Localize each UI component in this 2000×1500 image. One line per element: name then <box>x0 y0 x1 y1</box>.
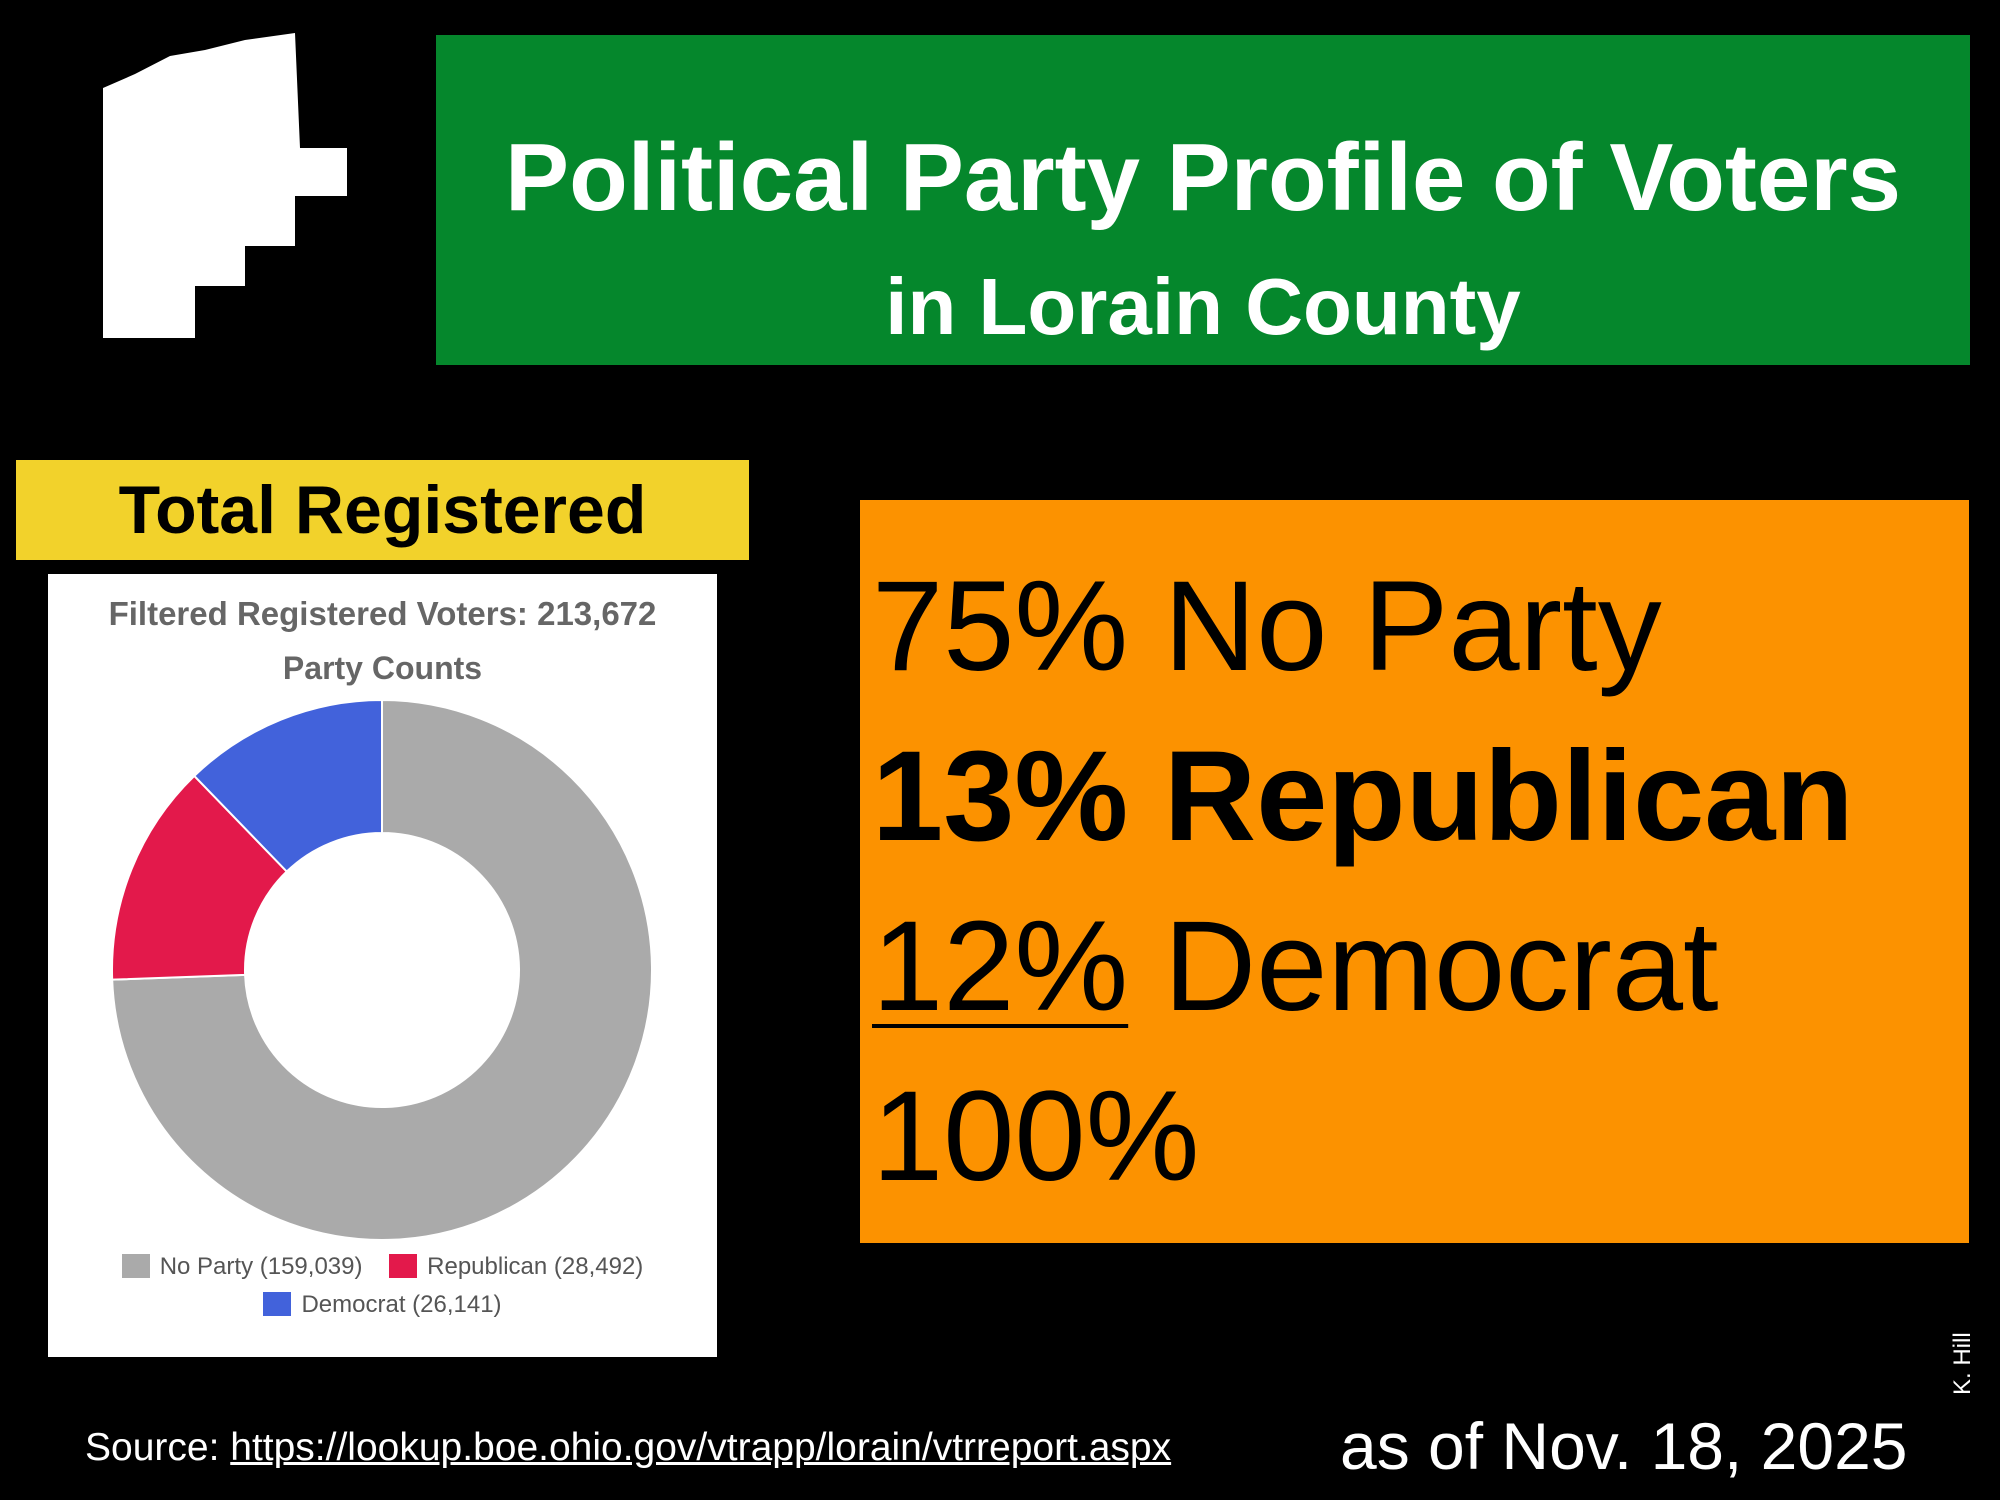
legend-item-republican: Republican (28,492) <box>389 1252 643 1282</box>
chart-legend-row-2: Democrat (26,141) <box>48 1290 717 1320</box>
stat-democrat-pct: 12% <box>872 895 1129 1038</box>
legend-label: Republican (28,492) <box>427 1253 644 1280</box>
legend-item-democrat: Democrat (26,141) <box>263 1290 502 1320</box>
author-credit: K. Hill <box>1949 1332 1976 1395</box>
source-citation: Source: https://lookup.boe.ohio.gov/vtra… <box>85 1420 1171 1476</box>
title-banner: Political Party Profile of Voters in Lor… <box>436 35 1970 365</box>
stat-democrat: 12% Democrat <box>872 892 1719 1042</box>
as-of-date: as of Nov. 18, 2025 <box>1340 1409 1908 1483</box>
percentage-summary: 75% No Party 13% Republican 12% Democrat… <box>860 500 1969 1243</box>
donut-slice-democrat <box>192 698 383 873</box>
stat-republican-label: Republican <box>1163 725 1854 868</box>
legend-label: No Party (159,039) <box>159 1253 363 1280</box>
legend-item-no-party: No Party (159,039) <box>121 1252 363 1282</box>
stat-no-party-label: No Party <box>1163 555 1662 698</box>
chart-legend-row-1: No Party (159,039) Republican (28,492) <box>48 1252 717 1282</box>
stat-total: 100% <box>872 1062 1199 1212</box>
page-title: Political Party Profile of Voters <box>505 124 1901 231</box>
chart-subtitle: Party Counts <box>282 650 483 686</box>
county-map <box>95 28 355 348</box>
stat-no-party: 75% No Party <box>872 552 1662 702</box>
stat-no-party-pct: 75% <box>872 555 1129 698</box>
page-subtitle: in Lorain County <box>885 262 1521 351</box>
stat-total-pct: 100% <box>872 1065 1200 1208</box>
chart-title: Filtered Registered Voters: 213,672 <box>108 595 657 632</box>
legend-label: Democrat (26,141) <box>301 1291 502 1318</box>
lorain-county-outline-icon <box>103 33 347 338</box>
legend-swatch <box>121 1254 150 1278</box>
donut-slice-no-party <box>111 698 653 1241</box>
legend-swatch <box>263 1292 292 1316</box>
source-label: Source: <box>85 1426 220 1469</box>
legend-swatch <box>389 1254 418 1278</box>
party-donut-chart: Filtered Registered Voters: 213,672 Part… <box>48 574 717 1357</box>
source-link[interactable]: https://lookup.boe.ohio.gov/vtrapp/lorai… <box>230 1426 1172 1469</box>
total-registered-label: Total Registered <box>16 460 749 560</box>
stat-republican: 13% Republican <box>872 722 1854 872</box>
stat-republican-pct: 13% <box>872 725 1129 868</box>
stat-democrat-label: Democrat <box>1163 895 1719 1038</box>
donut-svg <box>111 698 653 1241</box>
